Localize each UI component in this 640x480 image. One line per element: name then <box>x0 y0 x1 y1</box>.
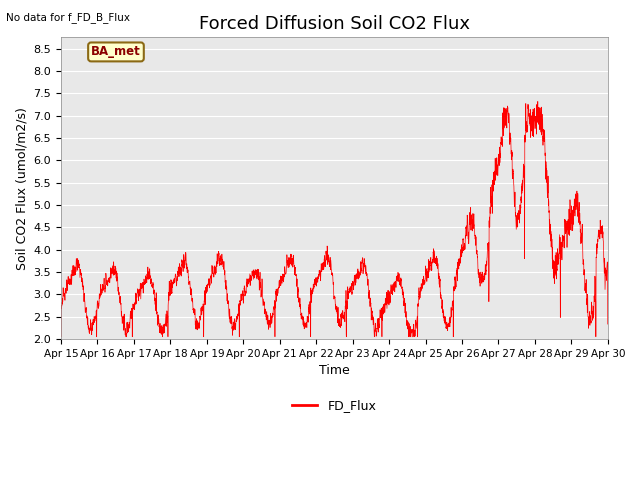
Text: BA_met: BA_met <box>91 46 141 59</box>
X-axis label: Time: Time <box>319 364 350 377</box>
Legend: FD_Flux: FD_Flux <box>287 394 381 417</box>
Text: No data for f_FD_B_Flux: No data for f_FD_B_Flux <box>6 12 131 23</box>
Title: Forced Diffusion Soil CO2 Flux: Forced Diffusion Soil CO2 Flux <box>199 15 470 33</box>
Y-axis label: Soil CO2 Flux (umol/m2/s): Soil CO2 Flux (umol/m2/s) <box>15 107 28 270</box>
